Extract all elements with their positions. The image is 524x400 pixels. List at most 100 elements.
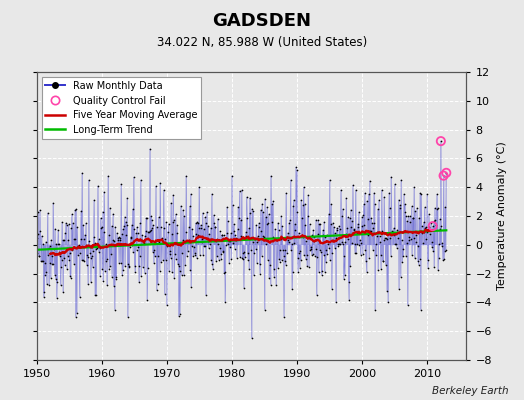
Point: [376, 239, 384, 245]
Point: [35, 252, 43, 259]
Point: [84, 177, 93, 183]
Point: [63, 266, 71, 272]
Point: [403, 302, 412, 308]
Point: [94, 248, 103, 255]
Point: [159, 187, 168, 194]
Point: [233, 254, 241, 261]
Point: [50, 272, 59, 278]
Point: [341, 239, 350, 246]
Point: [422, 235, 430, 242]
Point: [184, 236, 193, 243]
Point: [179, 236, 187, 243]
Point: [101, 268, 109, 274]
Point: [442, 170, 451, 176]
Point: [190, 244, 198, 250]
Point: [432, 206, 441, 212]
Point: [85, 244, 94, 250]
Point: [159, 257, 167, 263]
Point: [188, 226, 196, 232]
Point: [269, 266, 278, 273]
Point: [211, 224, 220, 230]
Point: [386, 235, 395, 242]
Point: [64, 237, 72, 243]
Point: [394, 234, 402, 241]
Point: [204, 223, 212, 229]
Point: [336, 226, 345, 232]
Point: [199, 210, 207, 216]
Point: [139, 263, 147, 270]
Point: [66, 272, 74, 279]
Point: [140, 240, 148, 246]
Point: [110, 283, 118, 289]
Point: [42, 269, 51, 275]
Point: [143, 215, 151, 222]
Point: [315, 247, 324, 254]
Point: [86, 250, 94, 256]
Point: [106, 262, 115, 269]
Point: [183, 253, 191, 259]
Point: [267, 219, 276, 225]
Point: [438, 243, 446, 250]
Point: [199, 252, 208, 258]
Point: [200, 226, 208, 232]
Point: [58, 257, 66, 263]
Point: [151, 239, 160, 245]
Point: [36, 207, 44, 214]
Point: [36, 227, 45, 234]
Point: [113, 235, 122, 242]
Point: [40, 289, 48, 296]
Point: [244, 257, 253, 263]
Point: [228, 202, 237, 209]
Point: [232, 236, 240, 243]
Point: [408, 252, 416, 258]
Point: [97, 225, 105, 231]
Point: [250, 236, 259, 242]
Point: [156, 180, 165, 186]
Point: [286, 217, 294, 223]
Point: [324, 210, 333, 217]
Point: [91, 240, 99, 246]
Point: [227, 256, 236, 262]
Point: [150, 247, 159, 253]
Point: [331, 230, 339, 236]
Point: [265, 211, 273, 218]
Point: [246, 195, 254, 201]
Point: [59, 289, 68, 296]
Point: [288, 286, 297, 293]
Point: [181, 239, 189, 246]
Point: [368, 225, 377, 232]
Point: [374, 266, 383, 273]
Point: [59, 237, 67, 243]
Point: [142, 214, 150, 221]
Point: [273, 237, 281, 243]
Point: [38, 258, 46, 264]
Point: [417, 191, 425, 198]
Point: [214, 241, 223, 248]
Point: [200, 243, 209, 249]
Point: [138, 237, 146, 244]
Point: [420, 228, 428, 235]
Point: [280, 314, 288, 320]
Point: [140, 270, 149, 276]
Legend: Raw Monthly Data, Quality Control Fail, Five Year Moving Average, Long-Term Tren: Raw Monthly Data, Quality Control Fail, …: [41, 77, 201, 139]
Point: [318, 272, 326, 278]
Point: [101, 257, 110, 264]
Point: [41, 260, 49, 267]
Point: [219, 249, 227, 255]
Point: [390, 181, 399, 188]
Point: [290, 197, 298, 203]
Point: [406, 219, 414, 225]
Point: [314, 216, 322, 223]
Point: [123, 195, 132, 202]
Point: [148, 225, 157, 231]
Point: [242, 233, 250, 239]
Point: [289, 268, 297, 275]
Point: [438, 240, 446, 246]
Point: [436, 138, 445, 144]
Point: [277, 213, 286, 219]
Point: [237, 232, 245, 239]
Point: [108, 237, 117, 244]
Point: [121, 263, 129, 269]
Point: [284, 237, 292, 243]
Point: [67, 225, 75, 231]
